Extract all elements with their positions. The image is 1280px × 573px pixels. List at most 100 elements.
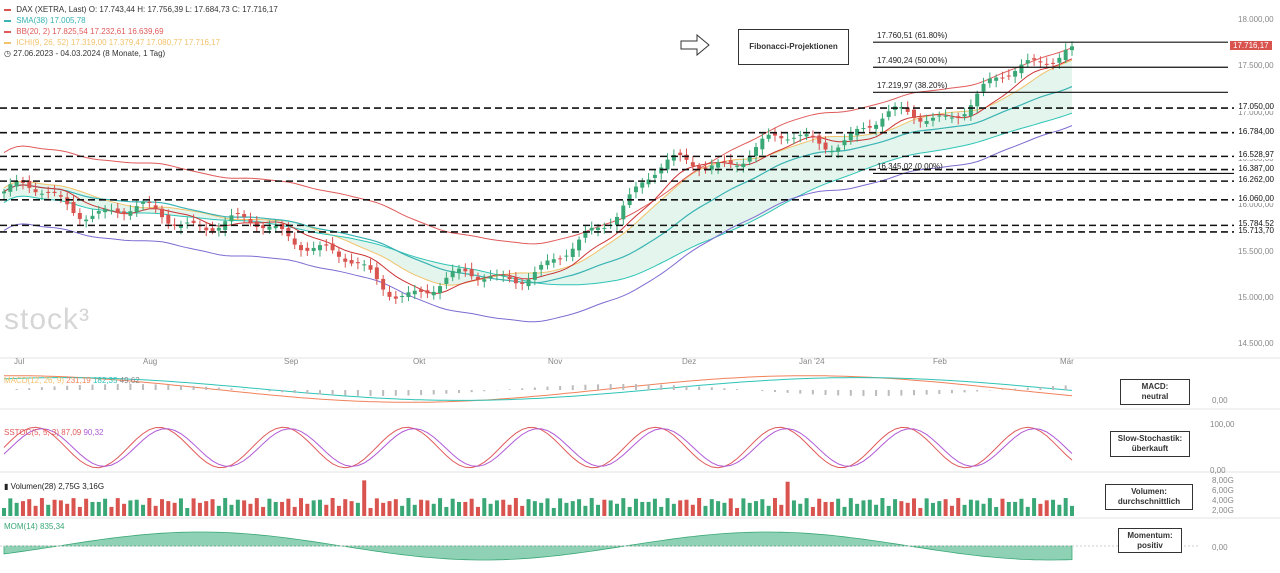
candle-body	[602, 227, 607, 229]
candle-body	[823, 142, 828, 150]
volume-bar	[975, 500, 980, 516]
volume-bar	[431, 503, 436, 516]
macd-histogram-bar	[786, 390, 789, 393]
volume-bar	[741, 498, 746, 516]
price-axis-tick: 16.000,00	[1238, 200, 1274, 210]
candle-body	[14, 181, 19, 187]
candle-body	[703, 167, 708, 170]
candle-body	[589, 227, 594, 231]
candle-body	[141, 202, 146, 204]
candle-body	[267, 226, 272, 230]
volume-bar	[684, 499, 689, 516]
volume-bar	[918, 507, 923, 516]
x-axis-tick: Nov	[548, 357, 563, 366]
volume-bar	[115, 498, 120, 516]
fibonacci-label: 16.345,02 (0.00%)	[877, 162, 943, 172]
macd-histogram-bar	[584, 384, 587, 390]
macd-histogram-bar	[988, 390, 991, 391]
volume-bar	[690, 504, 695, 516]
volume-bar	[172, 502, 177, 516]
candle-body	[918, 117, 923, 122]
clock-icon: ◷	[4, 49, 11, 58]
candle-body	[1044, 63, 1049, 65]
stoch-v1: 87,09	[61, 428, 82, 437]
legend-period-range: 27.06.2023 - 04.03.2024	[13, 49, 101, 58]
volume-label: Volumen(28)	[10, 482, 56, 491]
legend-ichi: ICHI(9, 26, 52) 17.319,00 17.379,47 17.0…	[4, 37, 278, 48]
volume-bar	[425, 500, 430, 516]
volume-bar	[501, 499, 506, 516]
volume-bar	[1019, 498, 1024, 516]
candle-body	[84, 219, 89, 222]
stoch-panel-label: SSTOC(5, 5, 3) 87,09 90,32	[4, 428, 104, 437]
volume-bar	[349, 501, 354, 516]
macd-histogram-bar	[634, 384, 637, 390]
price-axis-tick: 17.500,00	[1238, 61, 1274, 71]
candle-body	[671, 154, 676, 161]
volume-bar	[532, 501, 537, 516]
volume-bar	[697, 498, 702, 516]
legend-high: H: 17.756,39	[137, 5, 184, 14]
volume-bar	[90, 501, 95, 516]
volume-bar	[987, 498, 992, 516]
volume-bar	[355, 502, 360, 516]
volume-bar	[766, 505, 771, 516]
macd-histogram-bar	[723, 388, 726, 390]
level-label: 15.784,52	[1236, 219, 1276, 229]
volume-bar	[273, 501, 278, 516]
candle-body	[886, 111, 891, 117]
volume-bar	[457, 501, 462, 516]
volume-bar	[362, 480, 367, 516]
candle-body	[570, 248, 575, 257]
x-axis-tick: Aug	[143, 357, 158, 366]
macd-histogram-bar	[293, 390, 296, 394]
volume-bar	[39, 498, 44, 516]
candle-body	[810, 135, 815, 138]
legend-ichi-v1: 17.319,00	[70, 38, 107, 47]
macd-histogram-bar	[1052, 386, 1055, 390]
volume-bar	[659, 506, 664, 516]
candle-body	[874, 124, 879, 129]
candle-body	[798, 134, 803, 136]
x-axis-tick: Jul	[14, 357, 25, 366]
macd-histogram-bar	[660, 384, 663, 390]
candle-body	[684, 154, 689, 160]
candle-body	[475, 276, 480, 280]
stoch-d-line	[3, 428, 1073, 467]
momentum-label: MOM(14)	[4, 522, 38, 531]
candle-body	[848, 132, 853, 141]
candle-body	[558, 258, 563, 260]
candle-body	[305, 247, 310, 251]
price-axis-tick: 17.000,00	[1238, 107, 1274, 117]
volume-bar	[520, 505, 525, 516]
volume-bar	[229, 504, 234, 516]
candle-body	[659, 167, 664, 174]
volume-bar	[716, 501, 721, 516]
volume-panel-label: ▮ Volumen(28) 2,75G 3,16G	[4, 482, 104, 491]
volume-bar	[614, 503, 619, 516]
candle-body	[1019, 64, 1024, 74]
volume-bar	[874, 504, 879, 516]
candle-body	[52, 191, 57, 194]
macd-histogram-bar	[268, 390, 271, 392]
volume-bar	[52, 499, 57, 516]
volume-bar	[747, 502, 752, 516]
candle-body	[1025, 60, 1030, 64]
volume-bar	[633, 498, 638, 516]
volume-bar	[652, 498, 657, 516]
volume-bar	[1013, 501, 1018, 516]
candle-body	[994, 77, 999, 81]
volume-bar	[368, 507, 373, 516]
macd-histogram-bar	[672, 385, 675, 390]
volume-bar	[84, 498, 89, 516]
fibonacci-note: Fibonacci-Projektionen	[738, 29, 849, 65]
candle-body	[513, 277, 518, 284]
volume-bar	[65, 503, 70, 516]
volume-bar	[191, 498, 196, 516]
candle-body	[690, 162, 695, 166]
macd-histogram-bar	[154, 384, 157, 390]
price-axis-tick: 15.000,00	[1238, 293, 1274, 303]
candle-body	[804, 134, 809, 137]
volume-axis-tick: 4,00G	[1212, 496, 1234, 505]
macd-histogram-bar	[420, 390, 423, 396]
